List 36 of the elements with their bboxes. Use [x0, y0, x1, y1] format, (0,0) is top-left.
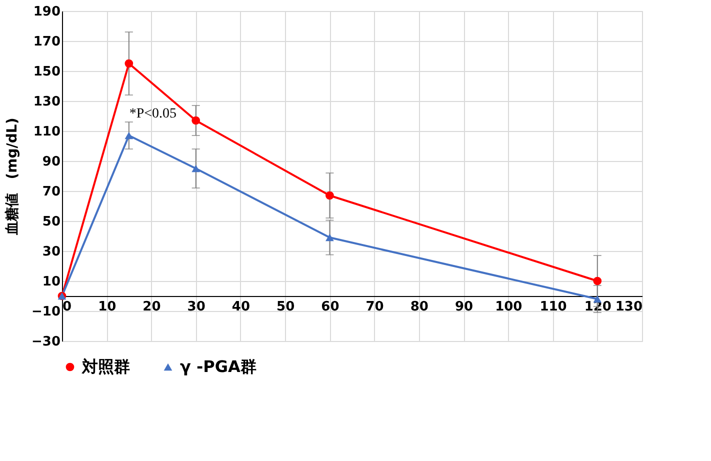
- x-tick-label: 50: [276, 300, 295, 314]
- point: [192, 164, 200, 172]
- y-tick-label: 50: [42, 214, 60, 230]
- legend-label: γ -PGA群: [180, 357, 256, 376]
- y-tick-label: 190: [33, 4, 60, 20]
- x-tick-label: 10: [98, 300, 116, 314]
- y-tick-label: 150: [33, 64, 60, 80]
- legend-label: 対照群: [81, 357, 130, 376]
- y-tick-label: 30: [42, 244, 60, 260]
- point: [326, 191, 334, 200]
- y-tick-label: −30: [32, 334, 60, 350]
- point: [192, 116, 200, 125]
- x-tick-label: 40: [232, 300, 250, 314]
- x-tick-label: 20: [142, 300, 161, 314]
- point: [124, 132, 134, 140]
- point: [593, 276, 602, 286]
- x-tick-label: 130: [615, 300, 642, 314]
- y-axis-title: 血糖値 (mg/dL): [4, 118, 21, 236]
- x-tick-label: 80: [410, 300, 428, 314]
- x-tick-label: 90: [454, 300, 474, 314]
- y-tick-label: 110: [33, 124, 60, 140]
- y-tick-label: 90: [42, 154, 60, 170]
- y-tick-label: 130: [33, 94, 60, 110]
- y-tick-label: 170: [33, 34, 60, 50]
- point: [326, 234, 334, 242]
- annotation: *P<0.05: [129, 106, 177, 122]
- y-tick-label: 70: [42, 184, 60, 200]
- x-tick-label: 110: [540, 300, 567, 314]
- point: [124, 59, 134, 68]
- x-tick-label: 70: [366, 300, 384, 314]
- y-tick-label: 10: [42, 274, 60, 290]
- x-tick-label: 60: [321, 300, 340, 314]
- y-tick-label: −10: [32, 304, 60, 320]
- x-tick-label: 100: [495, 300, 522, 314]
- x-tick-label: 30: [187, 300, 206, 314]
- x-tick-label: 0: [62, 300, 72, 314]
